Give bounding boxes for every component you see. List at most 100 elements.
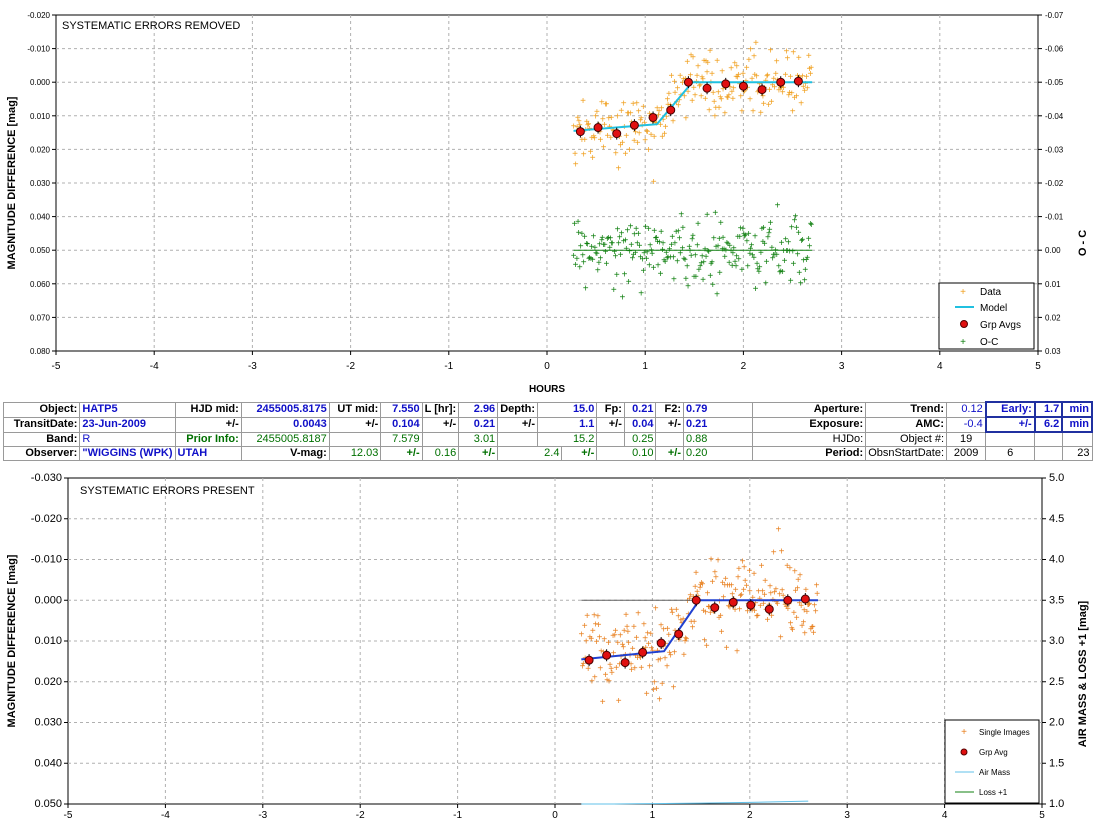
data-point: +	[640, 102, 646, 113]
data-point: +	[604, 675, 610, 686]
oc-point: +	[685, 281, 691, 292]
oc-point: +	[668, 240, 674, 251]
data-point: +	[659, 103, 665, 114]
data-point: +	[677, 634, 683, 645]
x-tick-label: 2	[747, 810, 753, 821]
data-point: +	[601, 635, 607, 646]
oc-point: +	[752, 231, 758, 242]
data-point: +	[739, 106, 745, 117]
oc-point: +	[614, 270, 620, 281]
y2-tick-label: 0.00	[1045, 246, 1061, 255]
data-point: +	[590, 153, 596, 164]
data-point: +	[711, 97, 717, 108]
data-point: +	[783, 602, 789, 613]
ut-mid-value: 7.550	[380, 401, 423, 418]
oc-point: +	[583, 283, 589, 294]
data-point: +	[620, 138, 626, 149]
data-point: +	[747, 95, 753, 106]
data-point: +	[709, 577, 715, 588]
data-point: +	[750, 593, 756, 604]
data-point: +	[588, 634, 594, 645]
y-tick-label: 0.050	[30, 246, 51, 255]
legend-single-label: Single Images	[979, 728, 1030, 737]
data-point: +	[669, 605, 675, 616]
bottom-y-axis: -0.030 -0.020 -0.010 0.000 0.010 0.020 0.030 0.…	[31, 472, 68, 810]
data-point: +	[744, 606, 750, 617]
oc-point: +	[711, 234, 717, 245]
data-point: +	[692, 91, 698, 102]
grp-avg-point	[648, 112, 658, 122]
data-point: +	[685, 596, 691, 607]
data-point: +	[665, 94, 671, 105]
oc-point: +	[742, 231, 748, 242]
data-point: +	[642, 634, 648, 645]
data-point: +	[706, 105, 712, 116]
data-point: +	[774, 57, 780, 68]
data-point: +	[747, 587, 753, 598]
oc-point: +	[709, 257, 715, 268]
data-point: +	[805, 600, 811, 611]
oc-point: +	[669, 232, 675, 243]
data-point: +	[795, 575, 801, 586]
oc-point: +	[775, 200, 781, 211]
l-label: L [hr]:	[421, 401, 460, 418]
data-point: +	[741, 585, 747, 596]
oc-point: +	[690, 231, 696, 242]
data-point: +	[589, 133, 595, 144]
data-point: +	[693, 568, 699, 579]
data-point: +	[690, 623, 696, 634]
oc-point: +	[594, 249, 600, 260]
legend-grpavg-label: Grp Avg	[979, 748, 1008, 757]
data-point: +	[771, 547, 777, 558]
transit-info-table: Object: HATP5 HJD mid: 2455005.8175 UT m…	[2, 401, 1093, 461]
oc-point: +	[643, 222, 649, 233]
data-point: +	[732, 59, 738, 70]
grp-avg-point	[629, 120, 639, 130]
data-point: +	[722, 108, 728, 119]
data-point: +	[616, 132, 622, 143]
data-point: +	[807, 599, 813, 610]
x-tick-label: -4	[161, 810, 170, 821]
data-point: +	[737, 605, 743, 616]
grp-avg-point	[602, 650, 612, 660]
object-number-value: 19	[946, 431, 987, 447]
oc-point: +	[581, 257, 587, 268]
data-point: +	[620, 640, 626, 651]
data-point: +	[772, 82, 778, 93]
oc-point: +	[796, 268, 802, 279]
x-tick-label: -5	[52, 361, 61, 372]
data-point: +	[720, 85, 726, 96]
data-point: +	[579, 135, 585, 146]
data-point: +	[695, 62, 701, 73]
oc-point: +	[769, 243, 775, 254]
depth-pm-label: +/-	[497, 416, 539, 433]
oc-point: +	[802, 265, 808, 276]
y-tick-label: 0.020	[34, 676, 62, 688]
data-point: +	[684, 57, 690, 68]
oc-point: +	[687, 246, 693, 257]
oc-point: +	[595, 266, 601, 277]
data-point: +	[736, 564, 742, 575]
oc-point: +	[800, 255, 806, 266]
oc-point: +	[587, 253, 593, 264]
grp-avg-point	[683, 77, 693, 87]
data-point: +	[724, 643, 730, 654]
data-point: +	[637, 652, 643, 663]
data-point: +	[663, 639, 669, 650]
data-point: +	[723, 574, 729, 585]
data-point: +	[752, 70, 758, 81]
data-point: +	[694, 71, 700, 82]
data-point: +	[618, 106, 624, 117]
data-point: +	[601, 143, 607, 154]
data-point: +	[616, 659, 622, 670]
oc-point: +	[596, 258, 602, 269]
data-point: +	[701, 606, 707, 617]
data-point: +	[740, 69, 746, 80]
data-point: +	[609, 668, 615, 679]
data-point: +	[789, 623, 795, 634]
oc-point: +	[680, 223, 686, 234]
data-point: +	[576, 117, 582, 128]
f2-value: 0.79	[683, 401, 753, 418]
data-point: +	[610, 125, 616, 136]
oc-point: +	[588, 254, 594, 265]
